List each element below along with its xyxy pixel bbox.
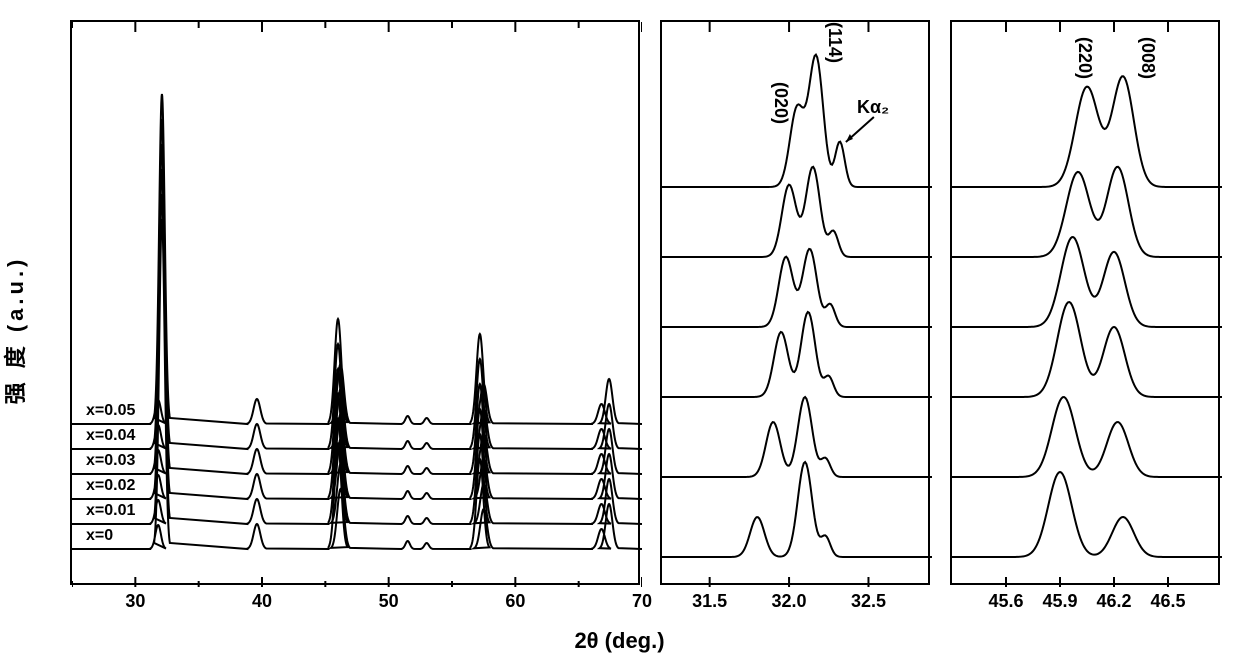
x-tick-label: 32.5	[851, 591, 886, 612]
panel-full-scan: 3040506070x=0x=0.01x=0.02x=0.03x=0.04x=0…	[70, 20, 640, 585]
y-axis-label: 强 度 (a.u.)	[0, 256, 30, 405]
series-label: x=0.03	[86, 452, 135, 470]
panel-zoom-020-114: (020) (114) Kα₂ 31.532.032.5	[660, 20, 930, 585]
x-tick-label: 46.5	[1150, 591, 1185, 612]
series-label: x=0.01	[86, 502, 135, 520]
series-label: x=0.05	[86, 402, 135, 420]
x-tick-label: 31.5	[692, 591, 727, 612]
peak-label-008: (008)	[1137, 37, 1158, 79]
series-label: x=0	[86, 527, 113, 545]
x-tick-label: 45.9	[1042, 591, 1077, 612]
xrd-figure: 强 度 (a.u.) 2θ (deg.) 30 40 50 60 70 x=0 x=0.01…	[0, 0, 1239, 660]
x-tick-label: 60	[505, 591, 525, 612]
panel-zoom-220-008: (220) (008) 45.645.946.246.5	[950, 20, 1220, 585]
x-tick-label: 32.0	[772, 591, 807, 612]
x-tick-label: 50	[379, 591, 399, 612]
panel-a-plot	[72, 22, 642, 587]
peak-label-ka2: Kα₂	[857, 97, 889, 118]
x-tick-label: 70	[632, 591, 652, 612]
peak-label-020: (020)	[770, 82, 791, 124]
peak-label-220: (220)	[1074, 37, 1095, 79]
series-label: x=0.02	[86, 477, 135, 495]
series-label: x=0.04	[86, 427, 135, 445]
x-tick-label: 45.6	[988, 591, 1023, 612]
x-axis-label: 2θ (deg.)	[574, 628, 664, 654]
panel-c-plot	[952, 22, 1222, 587]
x-tick-label: 40	[252, 591, 272, 612]
x-tick-label: 46.2	[1096, 591, 1131, 612]
peak-label-114: (114)	[824, 22, 845, 63]
panel-b-plot	[662, 22, 932, 587]
x-tick-label: 30	[125, 591, 145, 612]
